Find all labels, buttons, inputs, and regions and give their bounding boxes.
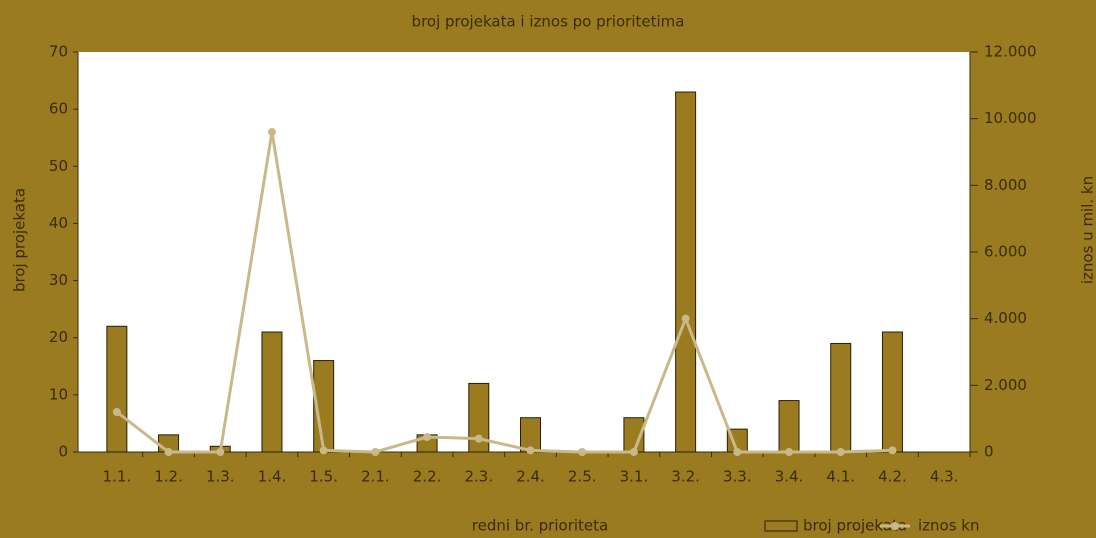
legend-swatch — [764, 520, 798, 532]
y-tick-label: 0 — [58, 443, 68, 461]
y-axis-label: broj projekata — [11, 188, 29, 292]
y-tick-label: 60 — [49, 100, 68, 118]
y2-axis-label: iznos u mil. kn — [1079, 176, 1096, 284]
line-point — [164, 448, 173, 456]
bar — [675, 91, 697, 453]
chart-title: broj projekata i iznos po prioritetima — [412, 13, 685, 31]
line-point — [371, 448, 380, 456]
line-point — [785, 448, 794, 456]
y-tick-label: 10 — [49, 385, 68, 403]
x-tick-label: 2.2. — [413, 468, 442, 486]
x-tick-label: 2.1. — [361, 468, 390, 486]
line-point — [423, 433, 432, 441]
line-point — [319, 446, 328, 455]
x-tick-label: 3.3. — [723, 468, 752, 486]
line-point — [888, 446, 897, 455]
y-tick-label: 30 — [49, 271, 68, 289]
line-point — [629, 448, 638, 456]
x-tick-label: 1.2. — [154, 468, 183, 486]
line — [115, 131, 893, 454]
x-tick-label: 4.2. — [878, 468, 907, 486]
x-tick-label: 3.2. — [671, 468, 700, 486]
y-tick-label: 70 — [49, 43, 68, 61]
x-tick-label: 1.1. — [103, 468, 132, 486]
x-tick-label: 3.1. — [620, 468, 649, 486]
y-tick-label: 40 — [49, 214, 68, 232]
y-tick-label: 20 — [49, 328, 68, 346]
x-tick-label: 2.3. — [464, 468, 493, 486]
bar — [468, 382, 490, 453]
x-tick-label: 4.3. — [930, 468, 959, 486]
line-point — [474, 434, 483, 443]
bar — [881, 331, 903, 453]
line-point — [216, 448, 225, 456]
line-point — [526, 446, 535, 455]
y2-tick-label: 6.000 — [984, 243, 1027, 261]
legend-label: iznos kn — [918, 517, 980, 535]
x-tick-label: 3.4. — [775, 468, 804, 486]
bar — [778, 400, 800, 453]
line-point — [836, 448, 845, 456]
line-point — [733, 448, 742, 456]
legend-swatch-point — [891, 522, 899, 530]
bar — [830, 342, 852, 453]
line-point — [681, 314, 690, 323]
y-tick-label: 50 — [49, 157, 68, 175]
x-tick-label: 4.1. — [826, 468, 855, 486]
line-point — [112, 408, 121, 416]
y2-tick-label: 4.000 — [984, 309, 1027, 327]
y2-tick-label: 12.000 — [984, 43, 1037, 61]
x-axis-label: redni br. prioriteta — [472, 517, 608, 535]
y2-tick-label: 10.000 — [984, 109, 1037, 127]
x-tick-label: 2.4. — [516, 468, 545, 486]
x-tick-label: 1.3. — [206, 468, 235, 486]
legend-label: broj projekata — [803, 517, 907, 535]
line-point — [267, 128, 276, 136]
x-tick-label: 1.4. — [258, 468, 287, 486]
plot-area — [78, 52, 970, 452]
y2-tick-label: 2.000 — [984, 376, 1027, 394]
bar — [261, 331, 283, 453]
x-tick-label: 1.5. — [309, 468, 338, 486]
y2-tick-label: 0 — [984, 443, 994, 461]
bar — [106, 325, 128, 453]
y2-tick-label: 8.000 — [984, 176, 1027, 194]
x-tick-label: 2.5. — [568, 468, 597, 486]
line-point — [578, 448, 587, 456]
